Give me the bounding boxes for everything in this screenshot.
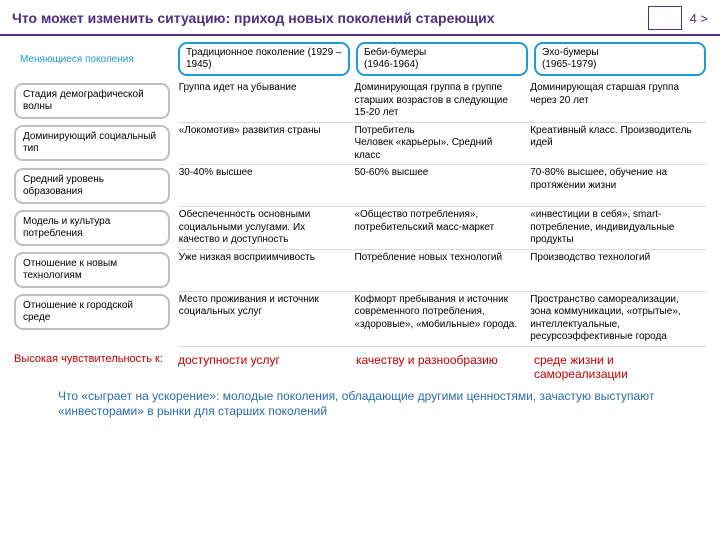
page-number: 4 >: [690, 11, 708, 26]
row-label-cell: Доминирующий социальный тип: [14, 122, 179, 165]
table-row: Средний уровень образования30-40% высшее…: [14, 165, 706, 207]
table-row: Отношение к городской средеМесто прожива…: [14, 291, 706, 346]
table-cell: Место проживания и источник социальных у…: [179, 291, 355, 346]
generations-row: Меняющиеся поколения Традиционное поколе…: [14, 42, 706, 76]
content-area: Меняющиеся поколения Традиционное поколе…: [0, 36, 720, 419]
row-label: Средний уровень образования: [14, 168, 170, 204]
row-label: Доминирующий социальный тип: [14, 125, 170, 161]
header-logo-box: [648, 6, 682, 30]
table-cell: Обеспеченность основными социальными усл…: [179, 207, 355, 250]
table-cell: «Общество потребления», потребительский …: [354, 207, 530, 250]
table-cell: 70-80% высшее, обучение на протяжении жи…: [530, 165, 706, 207]
table-cell: «Локомотив» развития страны: [179, 122, 355, 165]
row-label: Модель и культура потребления: [14, 210, 170, 246]
table-cell: Креативный класс. Производитель идей: [530, 122, 706, 165]
sensitivity-cell-2: качеству и разнообразию: [356, 353, 528, 382]
table-cell: Потребитель Человек «карьеры». Средний к…: [354, 122, 530, 165]
table-cell: Пространство самореализации, зона коммун…: [530, 291, 706, 346]
table-cell: «инвестиции в себя», smart-потребление, …: [530, 207, 706, 250]
table-row: Стадия демографической волныГруппа идет …: [14, 80, 706, 122]
row-label-cell: Средний уровень образования: [14, 165, 179, 207]
row-label-cell: Модель и культура потребления: [14, 207, 179, 250]
table-row: Модель и культура потребленияОбеспеченно…: [14, 207, 706, 250]
table-cell: Производство технологий: [530, 249, 706, 291]
row-label: Отношение к городской среде: [14, 294, 170, 330]
row-label: Стадия демографической волны: [14, 83, 170, 119]
table-cell: 30-40% высшее: [179, 165, 355, 207]
table-cell: 50-60% высшее: [354, 165, 530, 207]
table-row: Отношение к новым технологиямУже низкая …: [14, 249, 706, 291]
slide-header: Что может изменить ситуацию: приход новы…: [0, 0, 720, 36]
row-label-cell: Отношение к новым технологиям: [14, 249, 179, 291]
table-cell: Потребление новых технологий: [354, 249, 530, 291]
table-cell: Доминирующая старшая группа через 20 лет: [530, 80, 706, 122]
comparison-table: Стадия демографической волныГруппа идет …: [14, 80, 706, 347]
row-label-cell: Стадия демографической волны: [14, 80, 179, 122]
table-cell: Группа идет на убывание: [179, 80, 355, 122]
table-row: Доминирующий социальный тип«Локомотив» р…: [14, 122, 706, 165]
sensitivity-label: Высокая чувствительность к:: [14, 353, 172, 382]
generations-label: Меняющиеся поколения: [14, 48, 172, 71]
sensitivity-row: Высокая чувствительность к: доступности …: [14, 353, 706, 382]
generation-box-1: Традиционное поколение (1929 – 1945): [178, 42, 350, 76]
table-cell: Доминирующая группа в группе старших воз…: [354, 80, 530, 122]
generation-box-3: Эхо-бумеры (1965-1979): [534, 42, 706, 76]
table-cell: Кофморт пребывания и источник современно…: [354, 291, 530, 346]
row-label: Отношение к новым технологиям: [14, 252, 170, 288]
footer-note: Что «сыграет на ускорение»: молодые поко…: [58, 389, 686, 419]
sensitivity-cell-3: среде жизни и самореализации: [534, 353, 706, 382]
slide-title: Что может изменить ситуацию: приход новы…: [12, 10, 648, 26]
sensitivity-cell-1: доступности услуг: [178, 353, 350, 382]
row-label-cell: Отношение к городской среде: [14, 291, 179, 346]
generation-box-2: Беби-бумеры (1946-1964): [356, 42, 528, 76]
table-cell: Уже низкая восприимчивость: [179, 249, 355, 291]
